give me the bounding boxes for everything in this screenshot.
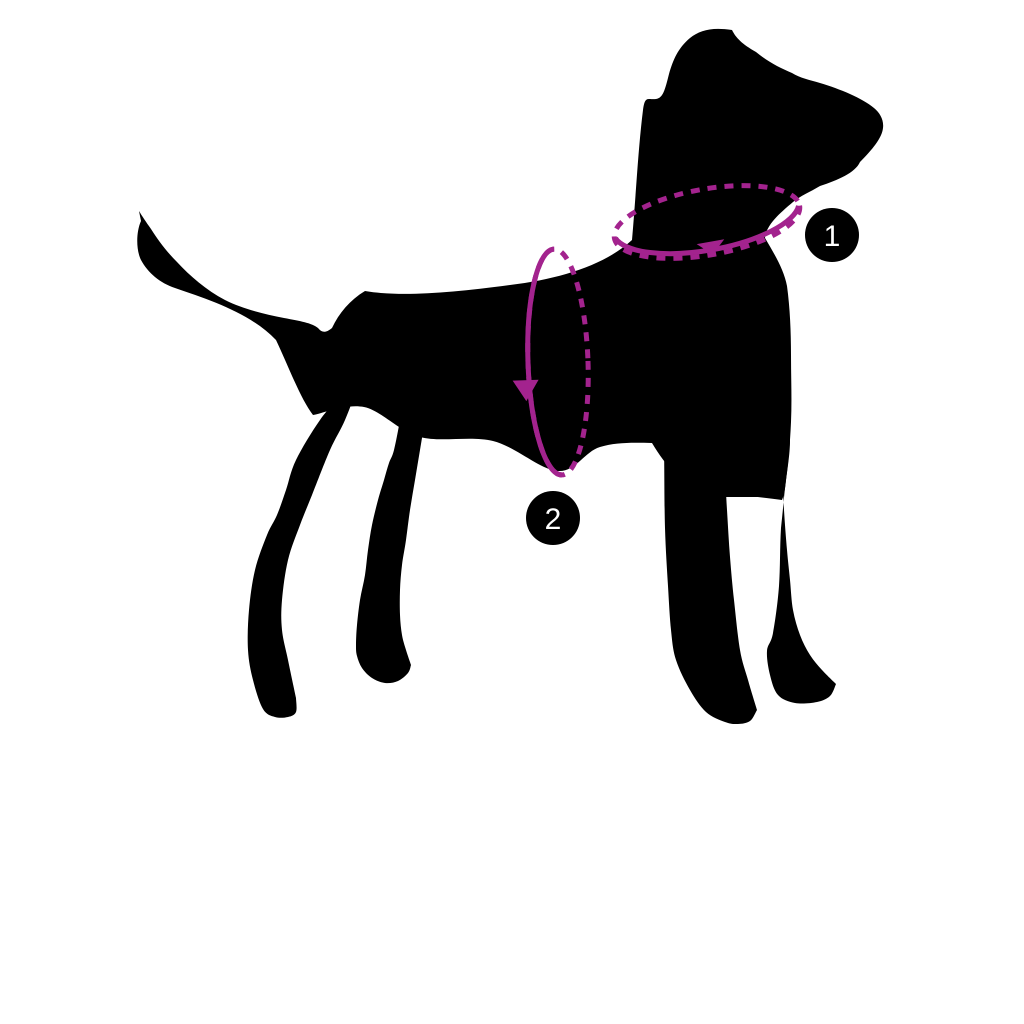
svg-text:2: 2 [545, 503, 562, 536]
svg-text:1: 1 [824, 220, 841, 253]
